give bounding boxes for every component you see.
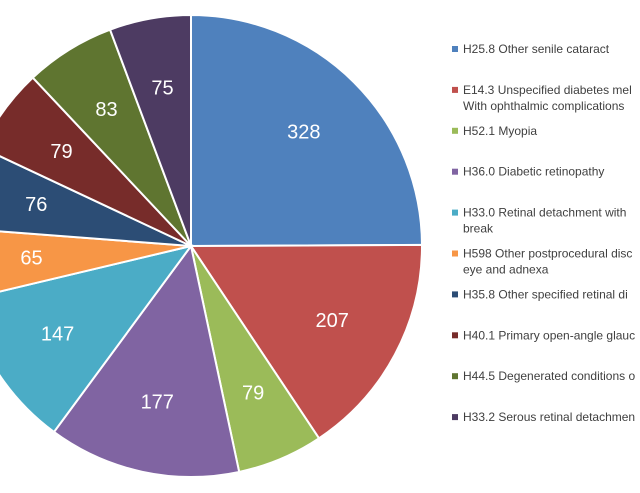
legend-swatch-9: [452, 414, 458, 421]
data-label-7: 79: [50, 141, 72, 163]
data-label-8: 83: [95, 99, 117, 121]
legend-swatch-2: [452, 127, 458, 134]
legend-label-3: H36.0 Diabetic retinopathy: [463, 165, 604, 179]
legend-swatch-1: [452, 86, 458, 93]
pie-slice-0: [190, 13, 424, 248]
pie-slice-5: [0, 230, 192, 293]
data-label-9: 75: [151, 78, 173, 100]
legend-entry-3: H36.0 Diabetic retinopathy: [452, 165, 604, 179]
data-label-0: 328: [287, 122, 320, 144]
pie-slice-9: [108, 13, 192, 247]
legend-label-8: H44.5 Degenerated conditions o: [463, 369, 635, 383]
legend-swatch-4: [452, 209, 458, 216]
pie-slices: [0, 13, 424, 478]
legend-entry-2: H52.1 Myopia: [452, 124, 537, 138]
pie-slice-3: [52, 243, 241, 478]
legend-entry-1: E14.3 Unspecified diabetes mel With ophth…: [452, 83, 632, 113]
legend-label-7: H40.1 Primary open-angle glauc: [463, 328, 635, 342]
legend-swatch-3: [452, 168, 458, 175]
legend-swatch-8: [452, 373, 458, 380]
legend-entry-4: H33.0 Retinal detachment with break: [452, 206, 626, 236]
legend-entry-6: H35.8 Other specified retinal di: [452, 287, 628, 301]
legend-label-5: H598 Other postprocedural disc eye and ad…: [463, 247, 632, 277]
data-label-2: 79: [242, 382, 264, 404]
legend-label-9: H33.2 Serous retinal detachmen: [463, 410, 635, 424]
legend: H25.8 Other senile cataract E14.3 Unspeci…: [452, 42, 635, 424]
legend-entry-5: H598 Other postprocedural disc eye and ad…: [452, 247, 632, 277]
legend-label-2: H52.1 Myopia: [463, 124, 537, 138]
data-label-4: 147: [41, 323, 74, 345]
legend-label-4: H33.0 Retinal detachment with break: [463, 206, 626, 236]
data-label-1: 207: [316, 310, 349, 332]
legend-entry-8: H44.5 Degenerated conditions o: [452, 369, 635, 383]
legend-label-6: H35.8 Other specified retinal di: [463, 287, 628, 301]
legend-swatch-6: [452, 291, 458, 298]
legend-label-0: H25.8 Other senile cataract: [463, 42, 610, 56]
legend-entry-9: H33.2 Serous retinal detachmen: [452, 410, 635, 424]
legend-label-1: E14.3 Unspecified diabetes mel With ophth…: [463, 83, 632, 113]
data-label-6: 76: [25, 194, 47, 216]
pie-slice-4: [0, 244, 194, 434]
legend-swatch-5: [452, 250, 458, 257]
legend-entry-0: H25.8 Other senile cataract: [452, 42, 610, 56]
pie-slice-1: [189, 243, 423, 440]
legend-swatch-0: [452, 46, 458, 52]
legend-entry-7: H40.1 Primary open-angle glauc: [452, 328, 635, 342]
data-label-5: 65: [20, 248, 42, 270]
pie-data-labels: 328 207 79 177 147 65 76 79 83 75: [20, 78, 349, 414]
legend-swatch-7: [452, 332, 458, 339]
data-label-3: 177: [141, 391, 174, 413]
